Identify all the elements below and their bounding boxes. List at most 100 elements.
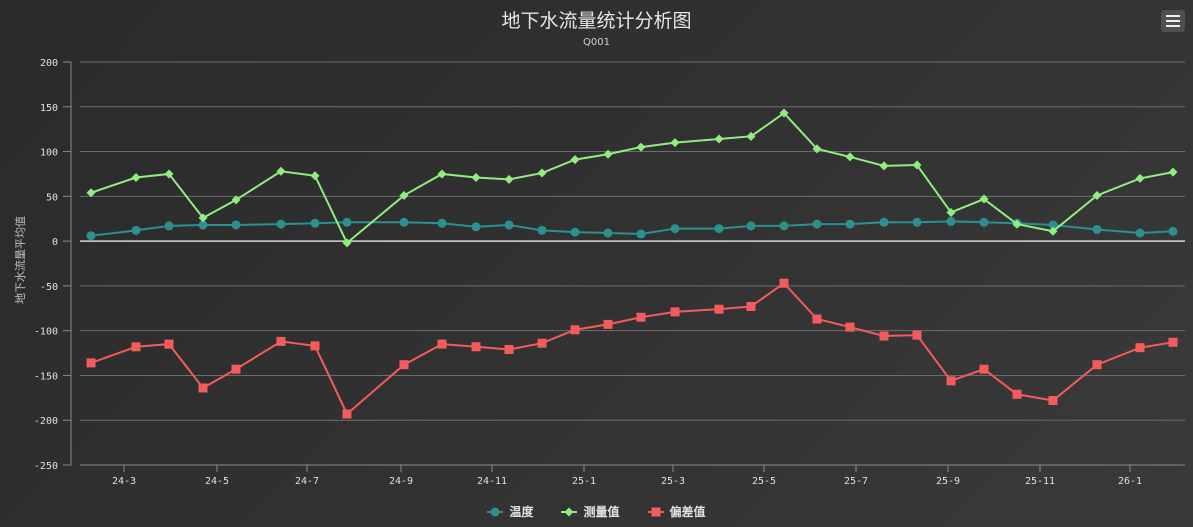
data-point[interactable] <box>86 231 96 241</box>
data-point[interactable] <box>437 218 447 228</box>
data-point[interactable] <box>342 238 352 248</box>
data-point[interactable] <box>979 364 989 374</box>
data-point[interactable] <box>471 222 481 232</box>
data-point[interactable] <box>1048 396 1058 406</box>
data-point[interactable] <box>946 376 956 386</box>
data-point[interactable] <box>537 225 547 235</box>
data-point[interactable] <box>570 155 580 165</box>
data-point[interactable] <box>603 228 613 238</box>
temperature-series[interactable] <box>86 216 1178 241</box>
data-point[interactable] <box>912 217 922 227</box>
data-point[interactable] <box>636 142 646 152</box>
data-point[interactable] <box>471 173 481 183</box>
data-point[interactable] <box>603 319 613 329</box>
data-point[interactable] <box>437 339 447 349</box>
data-point[interactable] <box>198 220 208 230</box>
data-point[interactable] <box>845 219 855 229</box>
data-point[interactable] <box>746 301 756 311</box>
data-point[interactable] <box>1048 220 1058 230</box>
data-point[interactable] <box>276 336 286 346</box>
data-point[interactable] <box>1092 360 1102 370</box>
data-point[interactable] <box>714 134 724 144</box>
data-point[interactable] <box>164 169 174 179</box>
data-point[interactable] <box>670 307 680 317</box>
legend-item-measured[interactable]: 测量值 <box>561 503 620 520</box>
data-point[interactable] <box>1092 190 1102 200</box>
data-point[interactable] <box>310 341 320 351</box>
data-point[interactable] <box>812 314 822 324</box>
data-point[interactable] <box>310 218 320 228</box>
data-point[interactable] <box>779 108 789 118</box>
data-point[interactable] <box>912 160 922 170</box>
data-point[interactable] <box>636 229 646 239</box>
data-point[interactable] <box>231 220 241 230</box>
data-point[interactable] <box>636 312 646 322</box>
data-point[interactable] <box>86 358 96 368</box>
data-point[interactable] <box>399 190 409 200</box>
data-point[interactable] <box>399 217 409 227</box>
data-point[interactable] <box>164 339 174 349</box>
data-point[interactable] <box>746 131 756 141</box>
deviation-series[interactable] <box>86 278 1178 419</box>
data-point[interactable] <box>879 331 889 341</box>
data-point[interactable] <box>946 207 956 217</box>
data-point[interactable] <box>570 325 580 335</box>
data-point[interactable] <box>86 188 96 198</box>
data-point[interactable] <box>131 342 141 352</box>
export-menu-button[interactable] <box>1161 10 1185 32</box>
data-point[interactable] <box>714 224 724 234</box>
data-point[interactable] <box>979 217 989 227</box>
legend-item-temperature[interactable]: 温度 <box>487 503 533 520</box>
data-point[interactable] <box>437 169 447 179</box>
data-point[interactable] <box>276 166 286 176</box>
data-point[interactable] <box>198 213 208 223</box>
data-point[interactable] <box>845 152 855 162</box>
data-point[interactable] <box>879 217 889 227</box>
data-point[interactable] <box>845 322 855 332</box>
data-point[interactable] <box>537 168 547 178</box>
data-point[interactable] <box>1135 228 1145 238</box>
data-point[interactable] <box>504 344 514 354</box>
data-point[interactable] <box>504 220 514 230</box>
data-point[interactable] <box>779 278 789 288</box>
data-point[interactable] <box>1168 226 1178 236</box>
data-point[interactable] <box>812 219 822 229</box>
data-point[interactable] <box>570 227 580 237</box>
data-point[interactable] <box>912 330 922 340</box>
data-point[interactable] <box>746 221 756 231</box>
data-point[interactable] <box>231 364 241 374</box>
data-point[interactable] <box>471 342 481 352</box>
data-point[interactable] <box>131 173 141 183</box>
data-point[interactable] <box>1048 226 1058 236</box>
measured-series[interactable] <box>86 108 1178 248</box>
data-point[interactable] <box>1012 389 1022 399</box>
data-point[interactable] <box>131 225 141 235</box>
data-point[interactable] <box>276 219 286 229</box>
data-point[interactable] <box>1092 224 1102 234</box>
data-point[interactable] <box>342 409 352 419</box>
data-point[interactable] <box>164 221 174 231</box>
data-point[interactable] <box>1168 337 1178 347</box>
data-point[interactable] <box>504 174 514 184</box>
data-point[interactable] <box>1135 173 1145 183</box>
data-point[interactable] <box>399 360 409 370</box>
data-point[interactable] <box>946 216 956 226</box>
data-point[interactable] <box>603 149 613 159</box>
data-point[interactable] <box>198 383 208 393</box>
data-point[interactable] <box>670 138 680 148</box>
data-point[interactable] <box>537 338 547 348</box>
data-point[interactable] <box>1168 167 1178 177</box>
data-point[interactable] <box>1135 343 1145 353</box>
y-tick-label: -50 <box>40 282 58 293</box>
data-point[interactable] <box>714 304 724 314</box>
data-point[interactable] <box>979 194 989 204</box>
data-point[interactable] <box>812 144 822 154</box>
data-point[interactable] <box>310 171 320 181</box>
data-point[interactable] <box>342 217 352 227</box>
data-point[interactable] <box>779 221 789 231</box>
data-point[interactable] <box>670 224 680 234</box>
legend-item-deviation[interactable]: 偏差值 <box>647 503 706 520</box>
data-point[interactable] <box>231 195 241 205</box>
data-point[interactable] <box>879 161 889 171</box>
data-point[interactable] <box>1012 219 1022 229</box>
